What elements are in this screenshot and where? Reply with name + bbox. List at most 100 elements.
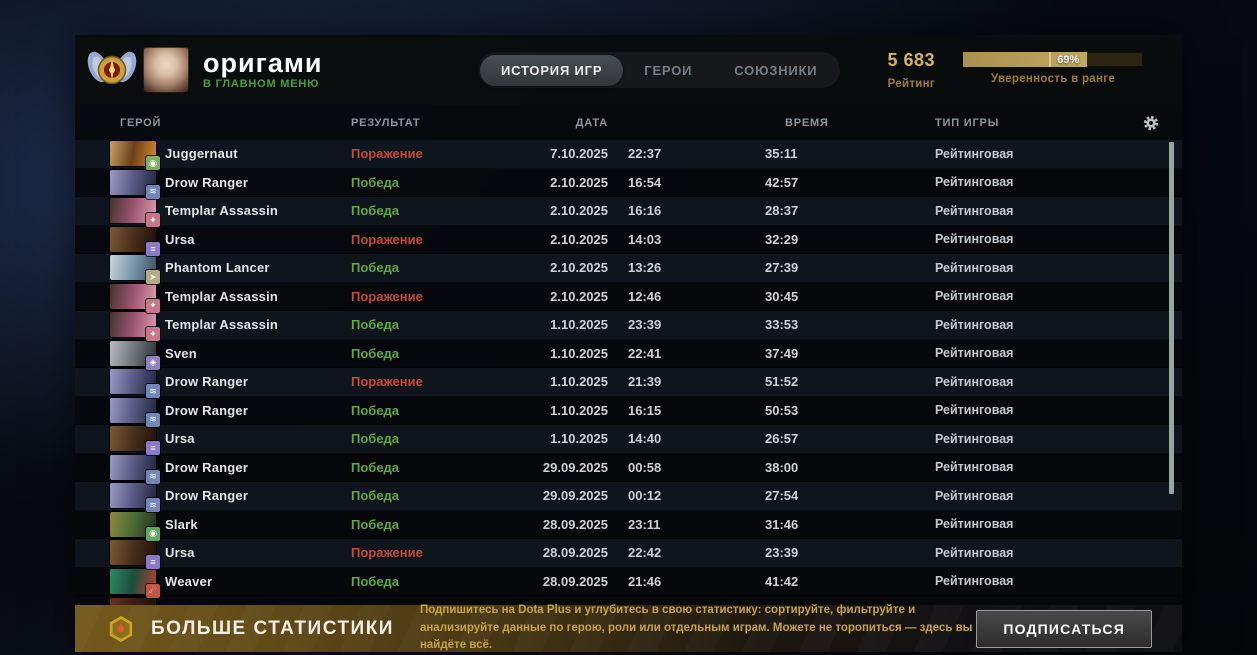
hero-name: Templar Assassin (165, 288, 279, 304)
match-type: Рейтинговая (935, 431, 1014, 446)
match-row[interactable]: ➤ Phantom Lancer Победа 2.10.2025 13:26 … (75, 254, 1182, 285)
scrollbar-thumb[interactable] (1169, 142, 1174, 494)
match-row[interactable]: ≋ Drow Ranger Победа 1.10.2025 16:15 50:… (75, 396, 1182, 427)
match-type: Рейтинговая (935, 260, 1014, 275)
match-date: 2.10.2025 (550, 174, 608, 190)
hero-badge-icon: ◈ (146, 355, 160, 370)
rating-block: 5 683 Рейтинг (845, 50, 935, 90)
match-row[interactable]: ✦ Templar Assassin Победа 1.10.2025 23:3… (75, 311, 1182, 342)
hero-badge-icon: ≋ (146, 412, 160, 427)
match-start-time: 12:46 (628, 288, 662, 304)
hero-name: Drow Ranger (165, 488, 249, 504)
match-duration: 23:39 (765, 545, 799, 561)
match-result: Поражение (351, 374, 423, 390)
hero-name: Juggernaut (165, 146, 238, 162)
match-start-time: 14:40 (628, 431, 662, 447)
hero-badge-icon: ≡ (146, 441, 160, 456)
match-type: Рейтинговая (935, 289, 1014, 304)
banner-title: БОЛЬШЕ СТАТИСТИКИ (151, 617, 394, 639)
match-duration: 42:57 (765, 174, 799, 190)
match-date: 2.10.2025 (550, 231, 608, 247)
match-row[interactable]: ☄ Weaver Победа 28.09.2025 21:46 41:42 Р… (75, 567, 1182, 598)
player-avatar (143, 47, 189, 93)
hero-name: Ursa (165, 431, 195, 447)
match-duration: 32:29 (765, 231, 799, 247)
hero-name: Weaver (165, 573, 213, 589)
hero-portrait: ☄ (110, 568, 160, 598)
rating-value: 5 683 (887, 50, 935, 70)
match-date: 29.09.2025 (542, 488, 608, 504)
match-start-time: 00:58 (628, 459, 662, 475)
rank-confidence-block: 69% Уверенность в ранге (963, 52, 1143, 85)
match-result: Победа (351, 260, 400, 276)
match-result: Поражение (351, 288, 423, 304)
hero-portrait (110, 597, 156, 605)
column-header-duration: ВРЕМЯ (785, 116, 829, 129)
match-result: Победа (351, 345, 400, 361)
match-start-time: 22:37 (628, 146, 662, 162)
dota-plus-icon (108, 613, 134, 644)
match-date: 28.09.2025 (542, 516, 608, 532)
match-row[interactable]: ≡ Ursa Победа 1.10.2025 14:40 26:57 Рейт… (75, 425, 1182, 456)
hero-portrait: ≡ (110, 226, 160, 256)
match-row[interactable]: ◉ Slark Победа 28.09.2025 23:11 31:46 Ре… (75, 510, 1182, 541)
profile-header: оригами В ГЛАВНОМ МЕНЮ ИСТОРИЯ ИГР ГЕРОИ… (75, 35, 1182, 105)
match-result: Победа (351, 488, 400, 504)
match-row[interactable]: ◈ Sven Победа 1.10.2025 22:41 37:49 Рейт… (75, 339, 1182, 370)
match-duration: 27:54 (765, 488, 799, 504)
match-row[interactable]: ◉ Juggernaut Поражение 7.10.2025 22:37 3… (75, 140, 1182, 171)
match-duration: 41:42 (765, 573, 799, 589)
match-start-time: 14:03 (628, 231, 662, 247)
match-start-time: 22:42 (628, 545, 662, 561)
match-rows: ◉ Juggernaut Поражение 7.10.2025 22:37 3… (75, 140, 1182, 598)
match-result: Победа (351, 203, 400, 219)
match-row[interactable]: ≋ Drow Ranger Поражение 1.10.2025 21:39 … (75, 368, 1182, 399)
match-result: Победа (351, 402, 400, 418)
match-duration: 50:53 (765, 402, 799, 418)
match-date: 28.09.2025 (542, 545, 608, 561)
match-duration: 33:53 (765, 317, 799, 333)
tab-heroes[interactable]: ГЕРОИ (644, 62, 693, 78)
match-row[interactable]: ≡ Ursa Поражение 2.10.2025 14:03 32:29 Р… (75, 225, 1182, 256)
hero-name: Drow Ranger (165, 374, 249, 390)
hero-portrait: ➤ (110, 255, 160, 285)
hero-portrait: ≋ (110, 369, 160, 399)
hero-badge-icon: ➤ (146, 270, 160, 285)
match-result: Победа (351, 317, 400, 333)
match-row[interactable]: ≋ Drow Ranger Победа 29.09.2025 00:12 27… (75, 482, 1182, 513)
hero-portrait: ◈ (110, 340, 160, 370)
match-result: Победа (351, 516, 400, 532)
match-row[interactable]: ≡ Ursa Поражение 28.09.2025 22:42 23:39 … (75, 539, 1182, 570)
match-type: Рейтинговая (935, 574, 1014, 589)
match-type: Рейтинговая (935, 488, 1014, 503)
match-start-time: 13:26 (628, 260, 662, 276)
hero-badge-icon: ≋ (146, 184, 160, 199)
match-type: Рейтинговая (935, 146, 1014, 161)
match-date: 2.10.2025 (550, 288, 608, 304)
hero-name: Drow Ranger (165, 459, 249, 475)
match-date: 1.10.2025 (550, 317, 608, 333)
hero-name: Drow Ranger (165, 174, 249, 190)
match-row[interactable]: ✦ Templar Assassin Поражение 2.10.2025 1… (75, 282, 1182, 313)
match-type: Рейтинговая (935, 203, 1014, 218)
hero-badge-icon: ≋ (146, 498, 160, 513)
match-duration: 51:52 (765, 374, 799, 390)
match-start-time: 00:12 (628, 488, 662, 504)
match-duration: 26:57 (765, 431, 799, 447)
settings-gear-icon[interactable] (1142, 114, 1160, 132)
subscribe-button[interactable]: ПОДПИСАТЬСЯ (976, 609, 1152, 648)
hero-portrait: ≡ (110, 426, 160, 456)
match-result: Поражение (351, 231, 423, 247)
match-row[interactable]: ✦ Templar Assassin Победа 2.10.2025 16:1… (75, 197, 1182, 228)
rank-confidence-bar: 69% (963, 52, 1143, 67)
hero-portrait: ◉ (110, 511, 160, 541)
match-type: Рейтинговая (935, 517, 1014, 532)
hero-badge-icon: ◉ (146, 156, 160, 171)
match-row[interactable]: ≋ Drow Ranger Победа 2.10.2025 16:54 42:… (75, 168, 1182, 199)
match-row[interactable]: ≋ Drow Ranger Победа 29.09.2025 00:58 38… (75, 453, 1182, 484)
tab-match-history[interactable]: ИСТОРИЯ ИГР (480, 54, 624, 86)
match-type: Рейтинговая (935, 317, 1014, 332)
tab-allies[interactable]: СОЮЗНИКИ (734, 62, 818, 78)
match-row-partial[interactable] (75, 596, 1182, 605)
hero-portrait: ✦ (110, 283, 160, 313)
